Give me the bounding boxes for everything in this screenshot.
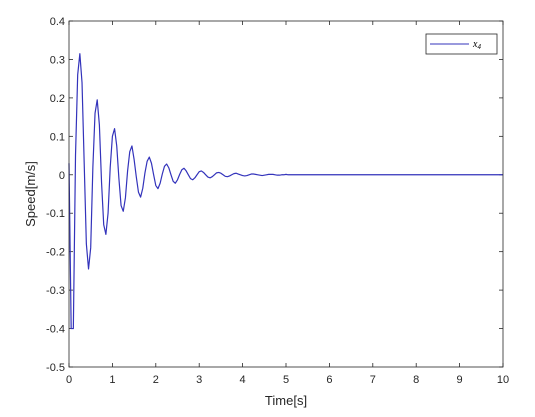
x-tick-label: 3	[196, 374, 202, 386]
x-axis-title: Time[s]	[265, 393, 307, 408]
x-axis-ticks: 0 1 2 3 4 5 6 7 8 9 10	[66, 21, 509, 386]
x-tick-label: 5	[283, 374, 289, 386]
y-tick-label: -0.1	[46, 208, 65, 220]
y-tick-label: 0.4	[50, 16, 65, 28]
x-tick-label: 7	[370, 374, 376, 386]
x-tick-label: 4	[240, 374, 246, 386]
y-axis-title: Speed[m/s]	[23, 161, 38, 227]
y-axis-ticks: -0.5 -0.4 -0.3 -0.2 -0.1 0 0.1 0.2 0.3 0.4	[46, 16, 503, 374]
series-line-x4	[68, 53, 503, 330]
plot-frame	[68, 20, 504, 368]
x-tick-label: 2	[153, 374, 159, 386]
series-layer	[68, 53, 503, 330]
legend: x4	[425, 33, 498, 55]
x-tick-label: 1	[109, 374, 115, 386]
plot-area	[69, 21, 503, 367]
x-tick-label: 10	[497, 374, 509, 386]
legend-label-main: x	[472, 39, 478, 50]
y-tick-label: -0.3	[46, 285, 65, 297]
y-tick-label: -0.2	[46, 247, 65, 259]
x-tick-label: 8	[413, 374, 419, 386]
y-tick-label: -0.5	[46, 362, 65, 374]
legend-label-x4: x4	[472, 39, 481, 51]
y-tick-label: -0.4	[46, 324, 65, 336]
legend-label-subscript: 4	[477, 43, 481, 51]
y-tick-label: 0	[59, 170, 65, 182]
x-tick-label: 9	[457, 374, 463, 386]
y-tick-label: 0.3	[50, 54, 65, 66]
y-tick-label: 0.2	[50, 93, 65, 105]
x-tick-label: 0	[66, 374, 72, 386]
y-tick-label: 0.1	[50, 131, 65, 143]
x-tick-label: 6	[326, 374, 332, 386]
